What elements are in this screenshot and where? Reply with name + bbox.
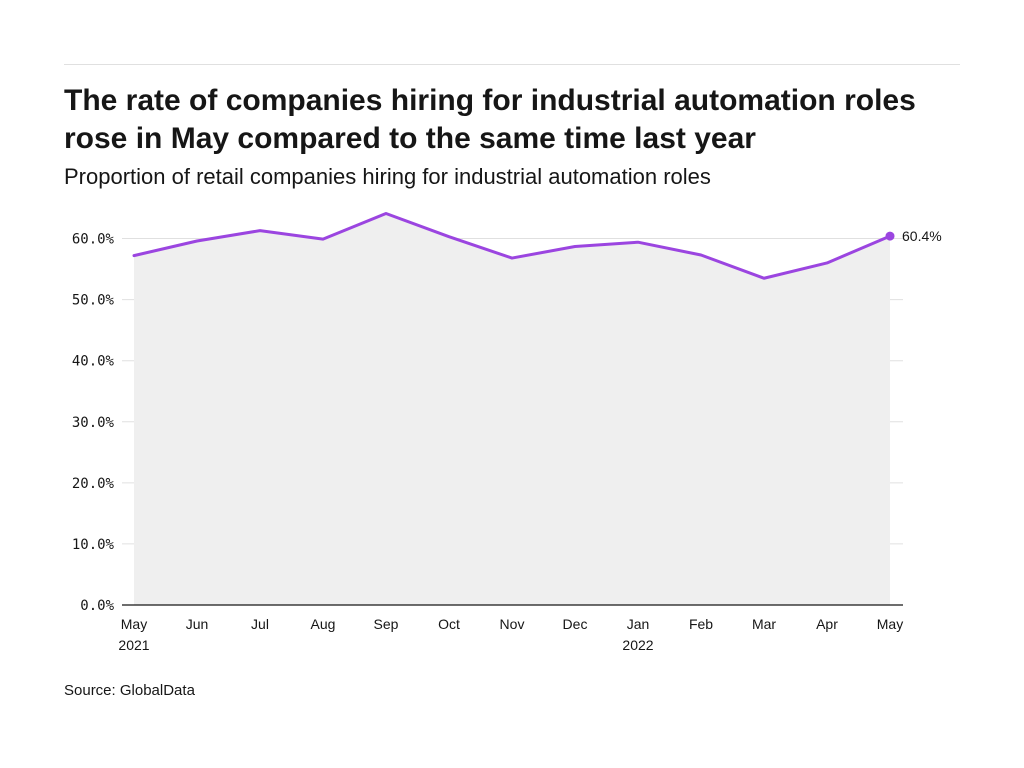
x-tick-label: May bbox=[877, 616, 903, 632]
source-note: Source: GlobalData bbox=[64, 682, 195, 699]
top-rule bbox=[64, 64, 960, 65]
y-tick-label: 10.0% bbox=[72, 537, 115, 553]
series-line bbox=[132, 211, 892, 280]
chart-subtitle: Proportion of retail companies hiring fo… bbox=[64, 164, 711, 189]
x-tick-label: Jul bbox=[251, 616, 269, 632]
end-point-marker bbox=[885, 231, 895, 241]
x-tick-label: Sep bbox=[374, 616, 399, 632]
x-axis-ticks: May 2021 Jun Jul Aug Sep Oct Nov Dec Jan 2022 Feb Ma… bbox=[118, 616, 903, 653]
series-area bbox=[134, 213, 890, 605]
y-tick-label: 20.0% bbox=[72, 476, 115, 492]
x-tick-label: Nov bbox=[500, 616, 525, 632]
y-tick-label: 40.0% bbox=[72, 354, 115, 370]
x-tick-label: Feb bbox=[689, 616, 713, 632]
x-tick-label: Mar bbox=[752, 616, 776, 632]
x-tick-label: Jan bbox=[627, 616, 650, 632]
y-tick-label: 60.0% bbox=[72, 232, 115, 248]
x-year-label: 2022 bbox=[622, 637, 653, 653]
x-tick-label: Dec bbox=[563, 616, 588, 632]
y-tick-label: 0.0% bbox=[80, 598, 114, 614]
x-tick-label: Oct bbox=[438, 616, 460, 632]
y-axis-ticks: 0.0% 10.0% 20.0% 30.0% 40.0% 50.0% 60.0% bbox=[72, 232, 115, 614]
x-tick-label: May bbox=[121, 616, 147, 632]
x-year-label: 2021 bbox=[118, 637, 149, 653]
end-value-label: 60.4% bbox=[902, 228, 942, 244]
x-tick-label: Aug bbox=[311, 616, 336, 632]
x-tick-label: Jun bbox=[186, 616, 209, 632]
x-tick-label: Apr bbox=[816, 616, 838, 632]
y-tick-label: 50.0% bbox=[72, 293, 115, 309]
chart-title: The rate of companies hiring for industr… bbox=[64, 84, 916, 155]
y-tick-label: 30.0% bbox=[72, 415, 115, 431]
